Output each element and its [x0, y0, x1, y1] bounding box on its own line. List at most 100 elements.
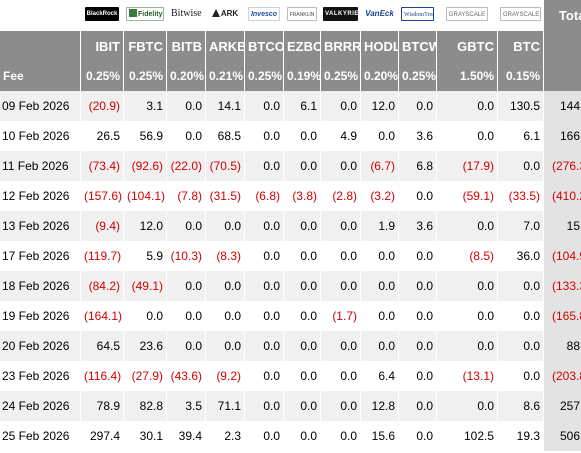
flow-value-cell: (20.9) [81, 91, 123, 121]
fee-cell: 0.25% [399, 61, 436, 91]
issuer-logo-cell: BlackRock [81, 0, 123, 31]
total-column-header: Total [544, 0, 581, 31]
total-cell: 144.9 [544, 91, 581, 121]
flow-value-cell: 0.0 [284, 391, 320, 421]
fee-cell: 0.20% [167, 61, 205, 91]
flow-value-cell: 3.5 [167, 391, 205, 421]
fee-cell: 0.25% [245, 61, 283, 91]
flow-value-cell: 0.0 [498, 301, 543, 331]
flow-value-cell: 0.0 [167, 121, 205, 151]
flow-value-cell: (1.7) [321, 301, 360, 331]
issuer-logo-cell: GRAYSCALE [437, 0, 497, 31]
flow-value-cell: 0.0 [498, 151, 543, 181]
flow-value-cell: (31.5) [206, 181, 244, 211]
date-cell: 18 Feb 2026 [0, 271, 80, 301]
flow-value-cell: (6.8) [245, 181, 283, 211]
date-cell: 12 Feb 2026 [0, 181, 80, 211]
flow-value-cell: (8.3) [206, 241, 244, 271]
flow-value-cell: 6.8 [399, 151, 436, 181]
flow-value-cell: 12.8 [361, 391, 398, 421]
total-cell: (165.8) [544, 301, 581, 331]
flow-value-cell: 12.0 [124, 211, 166, 241]
flow-value-cell: 0.0 [284, 331, 320, 361]
flow-value-cell: 0.0 [167, 91, 205, 121]
issuer-logo-cell: VALKYRIE [321, 0, 360, 31]
flow-value-cell: 4.9 [321, 121, 360, 151]
flow-value-cell: 0.0 [399, 331, 436, 361]
flow-table-body: 09 Feb 2026 (20.9) 3.1 0.0 14.1 0.0 6.1 0.0 12.0… [0, 91, 581, 451]
total-cell: 15.1 [544, 211, 581, 241]
flow-value-cell: 30.1 [124, 421, 166, 451]
grayscale-logo: GRAYSCALE [445, 7, 489, 21]
flow-value-cell: 0.0 [245, 361, 283, 391]
ticker-header: GBTC [437, 31, 497, 61]
flow-value-cell: (8.5) [437, 241, 497, 271]
flow-value-cell: 71.1 [206, 391, 244, 421]
corner-blank [0, 0, 80, 31]
flow-value-cell: 0.0 [498, 331, 543, 361]
flow-value-cell: 0.0 [437, 301, 497, 331]
flow-value-cell: (70.5) [206, 151, 244, 181]
flow-value-cell: (9.4) [81, 211, 123, 241]
flow-value-cell: 0.0 [437, 271, 497, 301]
flow-value-cell: 8.6 [498, 391, 543, 421]
flow-value-cell: 5.9 [124, 241, 166, 271]
date-cell: 09 Feb 2026 [0, 91, 80, 121]
total-cell: 257.7 [544, 391, 581, 421]
fee-cell: 0.21% [206, 61, 244, 91]
flow-value-cell: 3.6 [399, 211, 436, 241]
flow-value-cell: 0.0 [321, 331, 360, 361]
flow-value-cell: 0.0 [399, 361, 436, 391]
fee-cell: 0.25% [321, 61, 360, 91]
flow-value-cell: 0.0 [399, 301, 436, 331]
flow-value-cell: 26.5 [81, 121, 123, 151]
date-cell: 19 Feb 2026 [0, 301, 80, 331]
ticker-header: BTCO [245, 31, 283, 61]
bitwise-logo: Bitwise [169, 7, 203, 21]
flow-value-cell: (2.8) [321, 181, 360, 211]
flow-value-cell: (22.0) [167, 151, 205, 181]
flow-value-cell: 78.9 [81, 391, 123, 421]
fee-cell: 0.25% [81, 61, 123, 91]
flow-value-cell: 0.0 [399, 271, 436, 301]
total-cell: (410.2) [544, 181, 581, 211]
flow-value-cell: 0.0 [245, 421, 283, 451]
total-cell: 88.1 [544, 331, 581, 361]
flow-value-cell: 0.0 [206, 211, 244, 241]
flow-value-cell: (84.2) [81, 271, 123, 301]
flow-value-cell: 0.0 [167, 211, 205, 241]
issuer-logo-cell: Invesco [245, 0, 283, 31]
flow-value-cell: 0.0 [245, 241, 283, 271]
fee-cell: 0.19% [284, 61, 320, 91]
table-row: 25 Feb 2026 297.4 30.1 39.4 2.3 0.0 0.0 0.0 15.6… [0, 421, 581, 451]
fee-cell-blank [544, 61, 581, 91]
flow-value-cell: 0.0 [167, 301, 205, 331]
flow-value-cell: 0.0 [245, 121, 283, 151]
flow-value-cell: 0.0 [245, 91, 283, 121]
flow-value-cell: (6.7) [361, 151, 398, 181]
flow-value-cell: 0.0 [399, 421, 436, 451]
flow-value-cell: (27.9) [124, 361, 166, 391]
flow-value-cell: 0.0 [284, 211, 320, 241]
flow-value-cell: 3.6 [399, 121, 436, 151]
flow-value-cell: 0.0 [245, 331, 283, 361]
table-row: 09 Feb 2026 (20.9) 3.1 0.0 14.1 0.0 6.1 0.0 12.0… [0, 91, 581, 121]
flow-value-cell: (73.4) [81, 151, 123, 181]
flow-value-cell: 0.0 [321, 91, 360, 121]
flow-value-cell: 0.0 [167, 331, 205, 361]
flow-value-cell: 0.0 [284, 121, 320, 151]
flow-value-cell: 12.0 [361, 91, 398, 121]
ticker-header: ARKB [206, 31, 244, 61]
fidelity-mark-icon [129, 9, 137, 17]
ticker-header: EZBC [284, 31, 320, 61]
table-row: 24 Feb 2026 78.9 82.8 3.5 71.1 0.0 0.0 0.0 12.8 0… [0, 391, 581, 421]
flow-value-cell: 0.0 [284, 301, 320, 331]
flow-value-cell: 0.0 [498, 361, 543, 391]
table-row: 11 Feb 2026 (73.4) (92.6) (22.0) (70.5) 0.0 0.… [0, 151, 581, 181]
fee-cell: 0.15% [498, 61, 543, 91]
flow-value-cell: 0.0 [399, 91, 436, 121]
flow-value-cell: (33.5) [498, 181, 543, 211]
date-cell: 10 Feb 2026 [0, 121, 80, 151]
ticker-header: HODL [361, 31, 398, 61]
flow-value-cell: 14.1 [206, 91, 244, 121]
